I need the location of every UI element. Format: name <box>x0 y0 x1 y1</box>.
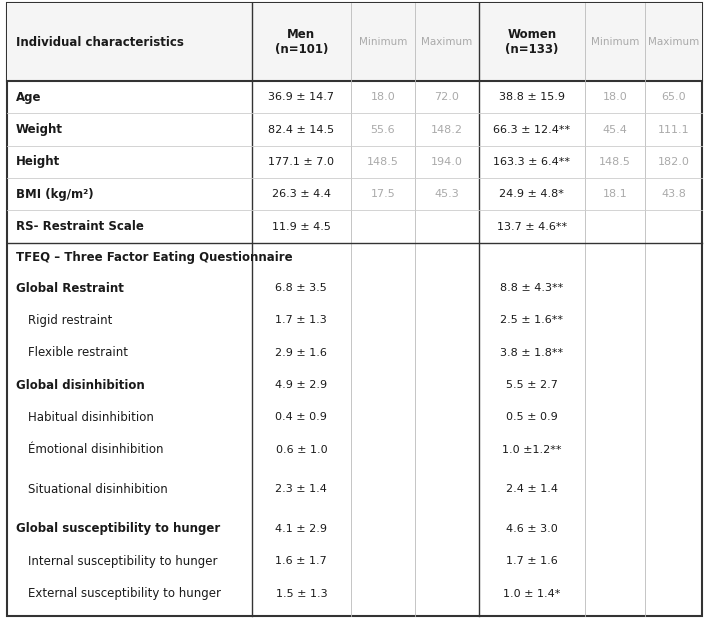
Text: Age: Age <box>16 91 41 104</box>
Text: 24.9 ± 4.8*: 24.9 ± 4.8* <box>499 189 564 199</box>
Text: 111.1: 111.1 <box>658 124 689 134</box>
Text: 45.4: 45.4 <box>603 124 627 134</box>
Text: 163.3 ± 6.4**: 163.3 ± 6.4** <box>493 157 570 167</box>
Text: 177.1 ± 7.0: 177.1 ± 7.0 <box>268 157 335 167</box>
Text: 11.9 ± 4.5: 11.9 ± 4.5 <box>272 222 331 232</box>
Text: 2.3 ± 1.4: 2.3 ± 1.4 <box>275 484 328 495</box>
Text: Global Restraint: Global Restraint <box>16 282 123 295</box>
Bar <box>7 3 702 81</box>
Text: 18.1: 18.1 <box>603 189 627 199</box>
Text: Global disinhibition: Global disinhibition <box>16 379 145 392</box>
Text: Global susceptibility to hunger: Global susceptibility to hunger <box>16 522 220 535</box>
Text: BMI (kg/m²): BMI (kg/m²) <box>16 188 93 201</box>
Text: Height: Height <box>16 155 60 168</box>
Text: 55.6: 55.6 <box>371 124 395 134</box>
Text: 148.2: 148.2 <box>430 124 463 134</box>
Text: Women
(n=133): Women (n=133) <box>505 28 559 56</box>
Text: 148.5: 148.5 <box>599 157 631 167</box>
Text: 2.4 ± 1.4: 2.4 ± 1.4 <box>506 484 558 495</box>
Text: 4.6 ± 3.0: 4.6 ± 3.0 <box>506 524 557 534</box>
Text: Rigid restraint: Rigid restraint <box>28 314 113 327</box>
Text: 1.0 ± 1.4*: 1.0 ± 1.4* <box>503 589 560 599</box>
Text: 4.1 ± 2.9: 4.1 ± 2.9 <box>275 524 328 534</box>
Text: Maximum: Maximum <box>421 37 472 47</box>
Text: Minimum: Minimum <box>591 37 640 47</box>
Text: 65.0: 65.0 <box>661 92 686 102</box>
Text: Émotional disinhibition: Émotional disinhibition <box>28 443 164 456</box>
Text: 66.3 ± 12.4**: 66.3 ± 12.4** <box>493 124 570 134</box>
Text: 38.8 ± 15.9: 38.8 ± 15.9 <box>498 92 565 102</box>
Text: 45.3: 45.3 <box>435 189 459 199</box>
Text: 8.8 ± 4.3**: 8.8 ± 4.3** <box>500 283 564 293</box>
Text: 148.5: 148.5 <box>367 157 398 167</box>
Text: 18.0: 18.0 <box>603 92 627 102</box>
Text: TFEQ – Three Factor Eating Questionnaire: TFEQ – Three Factor Eating Questionnaire <box>16 251 292 264</box>
Text: 194.0: 194.0 <box>431 157 462 167</box>
Text: 0.6 ± 1.0: 0.6 ± 1.0 <box>276 444 327 455</box>
Text: 4.9 ± 2.9: 4.9 ± 2.9 <box>275 380 328 390</box>
Text: Maximum: Maximum <box>648 37 699 47</box>
Text: 36.9 ± 14.7: 36.9 ± 14.7 <box>268 92 335 102</box>
Text: 3.8 ± 1.8**: 3.8 ± 1.8** <box>500 348 564 358</box>
Text: Individual characteristics: Individual characteristics <box>16 36 184 49</box>
Text: 1.0 ±1.2**: 1.0 ±1.2** <box>502 444 562 455</box>
Text: RS- Restraint Scale: RS- Restraint Scale <box>16 220 143 233</box>
Text: 0.4 ± 0.9: 0.4 ± 0.9 <box>275 412 328 422</box>
Text: 5.5 ± 2.7: 5.5 ± 2.7 <box>506 380 558 390</box>
Text: 13.7 ± 4.6**: 13.7 ± 4.6** <box>497 222 566 232</box>
Text: 17.5: 17.5 <box>371 189 395 199</box>
Text: Habitual disinhibition: Habitual disinhibition <box>28 411 155 424</box>
Text: 72.0: 72.0 <box>434 92 459 102</box>
Text: 43.8: 43.8 <box>661 189 686 199</box>
Text: Weight: Weight <box>16 123 62 136</box>
Text: Men
(n=101): Men (n=101) <box>274 28 328 56</box>
Text: 1.6 ± 1.7: 1.6 ± 1.7 <box>276 556 327 566</box>
Text: 1.7 ± 1.3: 1.7 ± 1.3 <box>276 315 327 326</box>
Text: 18.0: 18.0 <box>371 92 395 102</box>
Text: 26.3 ± 4.4: 26.3 ± 4.4 <box>272 189 331 199</box>
Text: 6.8 ± 3.5: 6.8 ± 3.5 <box>276 283 327 293</box>
Text: 1.7 ± 1.6: 1.7 ± 1.6 <box>506 556 557 566</box>
Text: 182.0: 182.0 <box>658 157 689 167</box>
Text: 2.5 ± 1.6**: 2.5 ± 1.6** <box>501 315 563 326</box>
Text: Internal susceptibility to hunger: Internal susceptibility to hunger <box>28 555 218 568</box>
Text: 0.5 ± 0.9: 0.5 ± 0.9 <box>506 412 557 422</box>
Text: 2.9 ± 1.6: 2.9 ± 1.6 <box>275 348 328 358</box>
Text: 1.5 ± 1.3: 1.5 ± 1.3 <box>276 589 327 599</box>
Text: Flexible restraint: Flexible restraint <box>28 346 128 359</box>
Text: External susceptibility to hunger: External susceptibility to hunger <box>28 587 221 600</box>
Text: Situational disinhibition: Situational disinhibition <box>28 483 168 496</box>
Text: Minimum: Minimum <box>359 37 407 47</box>
Text: 82.4 ± 14.5: 82.4 ± 14.5 <box>268 124 335 134</box>
